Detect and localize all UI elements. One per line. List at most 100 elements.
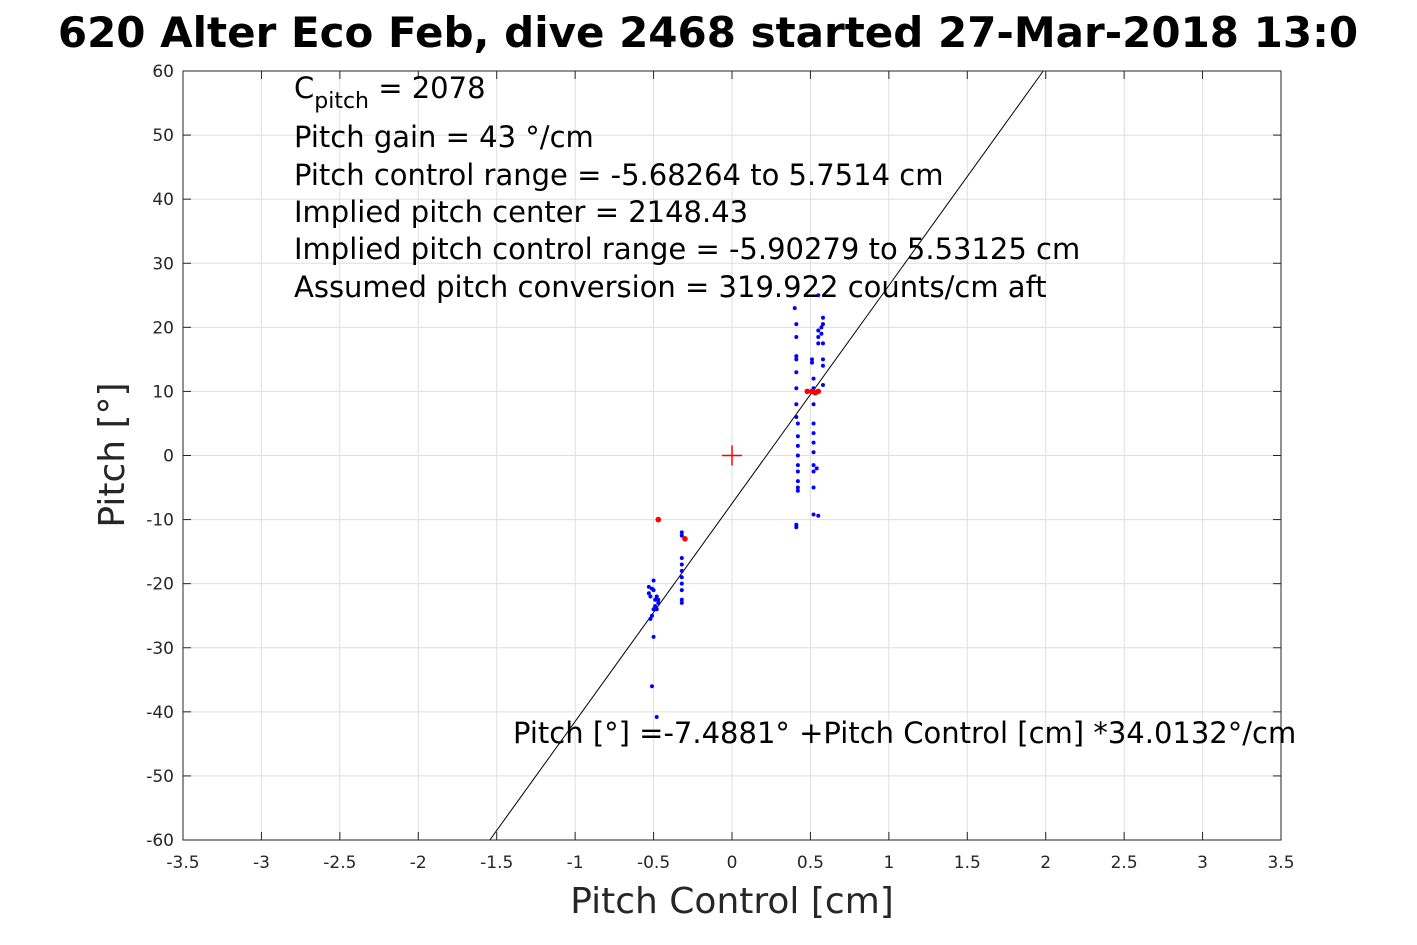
y-tick-label: -20 bbox=[146, 575, 174, 595]
center-marker-layer bbox=[722, 445, 742, 466]
c-pitch-annotation: Cpitch = 2078 bbox=[294, 71, 486, 114]
data-point bbox=[679, 600, 684, 605]
y-tick-label: -30 bbox=[146, 639, 174, 659]
x-tick-label: -2.5 bbox=[323, 853, 356, 873]
y-tick-label: 10 bbox=[152, 382, 174, 402]
data-point bbox=[809, 360, 814, 365]
data-point bbox=[820, 383, 825, 388]
data-point bbox=[679, 562, 684, 567]
data-point bbox=[816, 513, 821, 518]
data-point bbox=[654, 594, 659, 599]
c-pitch-symbol: C bbox=[294, 71, 314, 105]
data-point bbox=[795, 463, 800, 468]
data-point bbox=[679, 530, 684, 535]
data-point bbox=[816, 293, 821, 298]
data-point bbox=[811, 440, 816, 445]
assumed-pitch-conversion-annotation: Assumed pitch conversion = 319.922 count… bbox=[294, 270, 1047, 304]
x-tick-label: 2 bbox=[1040, 853, 1051, 873]
data-point bbox=[811, 463, 816, 468]
implied-pitch-center-annotation: Implied pitch center = 2148.43 bbox=[294, 195, 748, 229]
data-point bbox=[679, 597, 684, 602]
data-point bbox=[811, 421, 816, 426]
y-tick-label: 30 bbox=[152, 254, 174, 274]
data-point bbox=[795, 434, 800, 439]
data-point bbox=[653, 597, 658, 602]
data-point bbox=[648, 594, 653, 599]
data-point bbox=[819, 325, 824, 330]
data-point bbox=[794, 525, 799, 530]
data-point bbox=[794, 415, 799, 420]
outlier-point bbox=[655, 516, 662, 523]
y-tick-label: 0 bbox=[163, 447, 174, 467]
data-point bbox=[651, 607, 656, 612]
data-point bbox=[792, 306, 797, 311]
x-axis-label: Pitch Control [cm] bbox=[570, 881, 894, 922]
data-point bbox=[679, 575, 684, 580]
x-tick-label: 2.5 bbox=[1111, 853, 1138, 873]
data-point bbox=[811, 402, 816, 407]
y-tick-label: 20 bbox=[152, 318, 174, 338]
data-point bbox=[811, 512, 816, 517]
outlier-point bbox=[804, 388, 811, 395]
data-point bbox=[811, 469, 816, 474]
data-point bbox=[820, 363, 825, 368]
data-point bbox=[795, 443, 800, 448]
center-plus-marker bbox=[722, 445, 742, 466]
y-tick-label: -60 bbox=[146, 831, 174, 851]
y-tick-label: 40 bbox=[152, 190, 174, 210]
data-point bbox=[646, 584, 651, 589]
outlier-point bbox=[815, 388, 822, 395]
data-point bbox=[679, 581, 684, 586]
chart-title: 620 Alter Eco Feb, dive 2468 started 27-… bbox=[58, 8, 1358, 57]
data-point bbox=[820, 315, 825, 320]
data-point bbox=[816, 334, 821, 339]
y-axis-label: Pitch [°] bbox=[92, 382, 133, 527]
data-point bbox=[653, 604, 658, 609]
data-point bbox=[795, 485, 800, 490]
data-point bbox=[811, 485, 816, 490]
data-point bbox=[794, 354, 799, 359]
data-point bbox=[646, 591, 651, 596]
data-point bbox=[811, 431, 816, 436]
data-point bbox=[654, 607, 659, 612]
data-point bbox=[795, 421, 800, 426]
fit-line-layer bbox=[489, 70, 1044, 841]
tick-labels: -3.5 -3 -2.5 -2 -1.5 -1 -0.5 0 0.5 1 1.5 2 2.5 3 3.5 -6… bbox=[146, 62, 1294, 873]
x-tick-label: 3.5 bbox=[1267, 853, 1294, 873]
data-point bbox=[651, 588, 656, 593]
x-tick-label: -3.5 bbox=[166, 853, 199, 873]
outlier-point bbox=[682, 536, 688, 542]
c-pitch-value: = 2078 bbox=[369, 71, 486, 105]
x-tick-label: -2 bbox=[410, 853, 427, 873]
pitch-control-range-annotation: Pitch control range = -5.68264 to 5.7514… bbox=[294, 158, 943, 192]
pitch-gain-annotation: Pitch gain = 43 °/cm bbox=[294, 120, 594, 154]
data-point bbox=[794, 334, 799, 339]
data-point bbox=[795, 488, 800, 493]
x-tick-label: 1 bbox=[883, 853, 894, 873]
data-point bbox=[650, 613, 655, 618]
data-point bbox=[795, 453, 800, 458]
data-point bbox=[650, 684, 655, 689]
x-tick-label: -1 bbox=[567, 853, 584, 873]
data-point bbox=[816, 328, 821, 333]
c-pitch-subscript: pitch bbox=[314, 89, 369, 114]
data-point bbox=[816, 341, 821, 346]
y-tick-label: 60 bbox=[152, 62, 174, 82]
x-tick-label: -0.5 bbox=[637, 853, 670, 873]
data-point bbox=[654, 714, 659, 719]
fit-line bbox=[489, 70, 1044, 841]
data-point bbox=[811, 376, 816, 381]
scatter-points bbox=[646, 293, 825, 719]
data-point bbox=[794, 386, 799, 391]
data-point bbox=[820, 341, 825, 346]
data-point bbox=[820, 357, 825, 362]
data-point bbox=[648, 616, 653, 621]
data-point bbox=[809, 357, 814, 362]
data-point bbox=[795, 469, 800, 474]
x-tick-label: 1.5 bbox=[954, 853, 981, 873]
data-point bbox=[651, 634, 656, 639]
y-tick-label: 50 bbox=[152, 126, 174, 146]
data-point bbox=[679, 568, 684, 573]
data-point bbox=[820, 322, 825, 327]
